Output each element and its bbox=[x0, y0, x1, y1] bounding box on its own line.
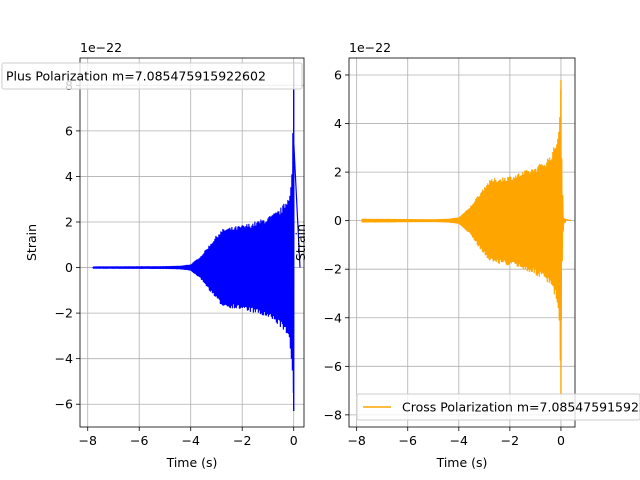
y-tick-label: 6 bbox=[334, 67, 342, 82]
y-axis-offset-label: 1e−22 bbox=[349, 40, 391, 55]
y-tick-label: −2 bbox=[55, 306, 73, 321]
x-tick-label: 0 bbox=[557, 433, 565, 448]
x-tick-label: −4 bbox=[181, 433, 199, 448]
x-tick-label: 0 bbox=[290, 433, 298, 448]
y-tick-label: 2 bbox=[65, 215, 73, 230]
x-tick-label: −6 bbox=[399, 433, 417, 448]
legend: Plus Polarization m=7.085475915922602 bbox=[1, 62, 303, 90]
y-tick-label: 4 bbox=[334, 116, 342, 131]
legend-label: Cross Polarization m=7.085475915922602 bbox=[402, 400, 640, 415]
x-tick-label: −4 bbox=[450, 433, 468, 448]
axes-frame bbox=[348, 57, 576, 428]
data-series bbox=[92, 62, 301, 412]
series-line bbox=[92, 132, 301, 394]
y-axis-ticks: −6−4−202468 bbox=[55, 78, 80, 412]
x-axis-ticks: −8 −6 −4 −2 0 bbox=[347, 427, 565, 448]
legend-box bbox=[356, 393, 640, 421]
y-tick-label: −6 bbox=[324, 359, 342, 374]
y-axis-ticks: −8 −6 −4 −2 0 2 4 6 bbox=[324, 67, 349, 422]
x-axis-ticks: −8 −6 −4 −2 0 bbox=[79, 427, 298, 448]
x-tick-label: −8 bbox=[79, 433, 97, 448]
legend: Cross Polarization m=7.085475915922602 bbox=[356, 393, 640, 421]
y-tick-label: 2 bbox=[334, 165, 342, 180]
series-line bbox=[361, 89, 572, 361]
y-tick-label: 6 bbox=[65, 123, 73, 138]
y-tick-label: −2 bbox=[324, 262, 342, 277]
y-tick-label: −4 bbox=[324, 310, 342, 325]
x-tick-label: −8 bbox=[347, 433, 365, 448]
y-tick-label: 0 bbox=[334, 213, 342, 228]
x-tick-label: −2 bbox=[233, 433, 251, 448]
x-tick-label: −2 bbox=[501, 433, 519, 448]
y-tick-label: −4 bbox=[55, 351, 73, 366]
cross-polarization-subplot: −8 −6 −4 −2 0 −8 −6 −4 −2 0 2 4 6 Time (s) Strain 1… bbox=[293, 40, 640, 470]
y-tick-label: 0 bbox=[65, 260, 73, 275]
y-axis-offset-label: 1e−22 bbox=[80, 40, 122, 55]
x-tick-label: −6 bbox=[130, 433, 148, 448]
x-axis-label: Time (s) bbox=[436, 455, 488, 470]
y-axis-label: Strain bbox=[24, 224, 39, 261]
x-axis-label: Time (s) bbox=[166, 455, 218, 470]
y-tick-label: 4 bbox=[65, 169, 73, 184]
legend-label: Plus Polarization m=7.085475915922602 bbox=[6, 69, 266, 84]
data-series bbox=[361, 79, 572, 396]
axes-frame bbox=[79, 57, 305, 428]
y-axis-label: Strain bbox=[293, 224, 308, 261]
y-tick-label: −6 bbox=[55, 397, 73, 412]
legend-box bbox=[1, 62, 303, 90]
plus-polarization-subplot: −8−6−4−20 −6−4−202468 Time (s) Strain 1e… bbox=[1, 40, 305, 470]
y-tick-label: −8 bbox=[324, 407, 342, 422]
